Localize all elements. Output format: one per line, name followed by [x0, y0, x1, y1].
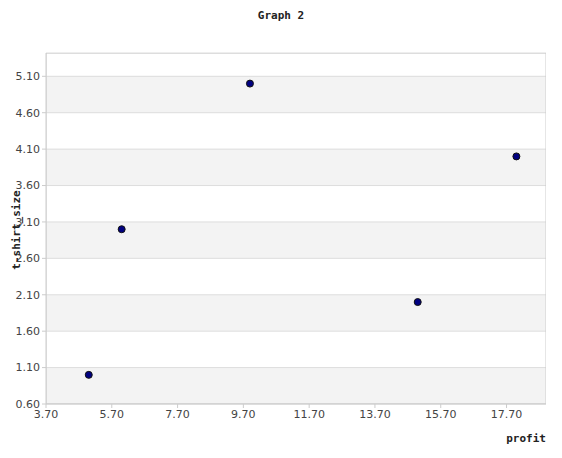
svg-text:1.60: 1.60 [16, 325, 41, 338]
svg-text:15.70: 15.70 [425, 408, 457, 421]
svg-text:5.70: 5.70 [100, 408, 125, 421]
svg-text:1.10: 1.10 [16, 361, 41, 374]
svg-text:5.10: 5.10 [16, 70, 41, 83]
svg-text:17.70: 17.70 [491, 408, 523, 421]
svg-text:2.10: 2.10 [16, 289, 41, 302]
svg-text:0.60: 0.60 [16, 398, 41, 411]
svg-text:4.60: 4.60 [16, 107, 41, 120]
svg-text:9.70: 9.70 [231, 408, 256, 421]
svg-text:4.10: 4.10 [16, 143, 41, 156]
svg-text:11.70: 11.70 [293, 408, 325, 421]
svg-text:7.70: 7.70 [165, 408, 190, 421]
svg-text:13.70: 13.70 [359, 408, 391, 421]
